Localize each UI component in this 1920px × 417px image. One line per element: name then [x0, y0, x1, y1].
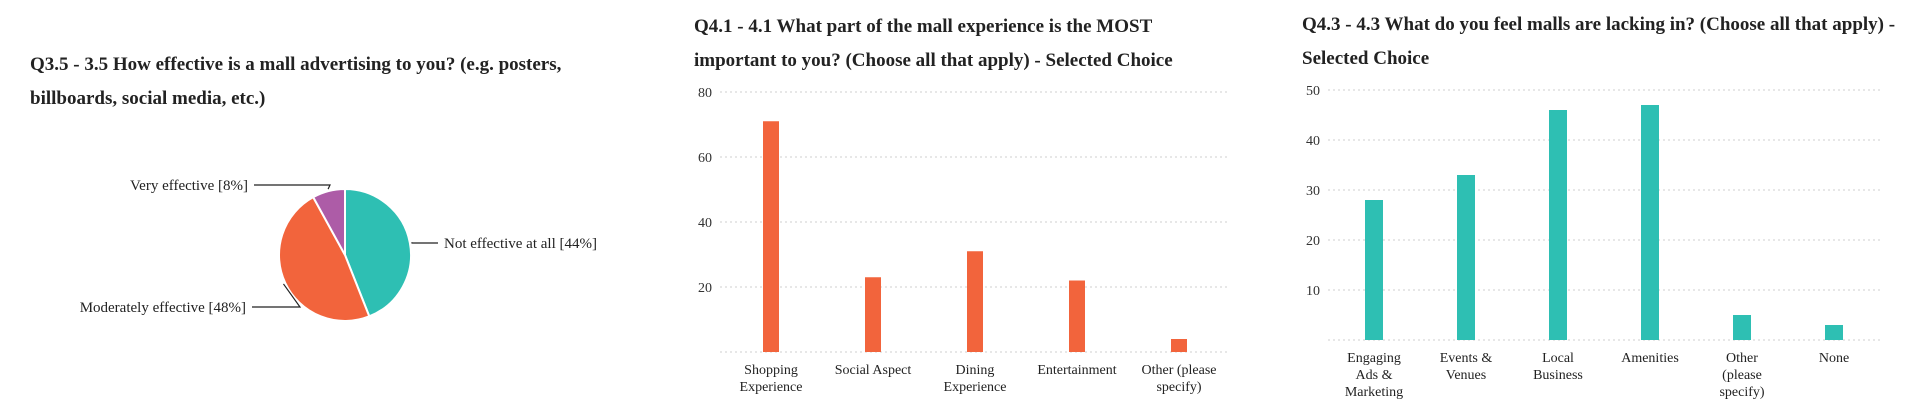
bar-chart-importance-title: Q4.1 - 4.1 What part of the mall experie…: [694, 16, 1173, 71]
pie-slice-label: Moderately effective [48%]: [80, 300, 246, 316]
bar-chart-lacking: 10 20 30 40 50 Engaging Ads & Marketing Events &…: [1306, 84, 1880, 400]
importance-category-label: Dining Experience: [944, 363, 1007, 395]
lacking-y-tick-label: 40: [1306, 134, 1320, 149]
lacking-bar: [1733, 315, 1751, 340]
importance-y-tick-label: 60: [698, 151, 712, 166]
lacking-y-tick-label: 30: [1306, 184, 1320, 199]
importance-bar: [1171, 339, 1187, 352]
importance-y-tick-label: 20: [698, 281, 712, 296]
lacking-category-label: Engaging Ads & Marketing: [1345, 351, 1403, 400]
pie-leader-line: [252, 283, 302, 308]
pie-slice-label: Very effective [8%]: [130, 178, 248, 194]
lacking-bar: [1549, 110, 1567, 340]
importance-bar: [1069, 280, 1085, 352]
importance-y-tick-label: 80: [698, 86, 712, 101]
importance-y-tick-label: 40: [698, 216, 712, 231]
pie-slice: [344, 187, 412, 318]
lacking-bar: [1457, 175, 1475, 340]
bar-chart-importance-panel: Q4.1 - 4.1 What part of the mall experie…: [680, 0, 1280, 417]
importance-category-label: Other (please specify): [1141, 363, 1216, 395]
importance-bar: [967, 251, 983, 352]
lacking-bar: [1825, 325, 1843, 340]
pie-chart-title: Q3.5 - 3.5 How effective is a mall adver…: [30, 54, 562, 109]
lacking-category-label: Other (please specify): [1719, 351, 1764, 400]
lacking-category-label: Amenities: [1621, 351, 1679, 366]
importance-bar: [865, 277, 881, 352]
bar-chart-lacking-panel: Q4.3 - 4.3 What do you feel malls are la…: [1280, 0, 1920, 417]
pie-leader-line: [254, 184, 331, 190]
importance-category-label: Shopping Experience: [740, 363, 803, 395]
pie-slice: [311, 187, 346, 256]
lacking-y-tick-label: 50: [1306, 84, 1320, 99]
importance-category-label: Entertainment: [1037, 363, 1116, 378]
pie-chart: Not effective at all [44%] Moderately eff…: [80, 178, 597, 322]
lacking-y-tick-label: 10: [1306, 284, 1320, 299]
lacking-bar: [1641, 105, 1659, 340]
bar-chart-importance: 20 40 60 80 Shopping Experience Social Aspect D…: [698, 86, 1230, 395]
pie-leader-line: [411, 242, 438, 244]
lacking-y-tick-label: 20: [1306, 234, 1320, 249]
pie-chart-panel: Q3.5 - 3.5 How effective is a mall adver…: [0, 0, 680, 417]
bar-chart-lacking-title: Q4.3 - 4.3 What do you feel malls are la…: [1302, 14, 1896, 69]
importance-bar: [763, 121, 779, 352]
lacking-category-label: Events & Venues: [1440, 351, 1493, 383]
lacking-category-label: None: [1819, 351, 1849, 366]
pie-slice: [278, 195, 371, 322]
importance-category-label: Social Aspect: [835, 363, 912, 378]
pie-slice-label: Not effective at all [44%]: [444, 236, 597, 252]
lacking-bar: [1365, 200, 1383, 340]
lacking-category-label: Local Business: [1533, 351, 1583, 383]
